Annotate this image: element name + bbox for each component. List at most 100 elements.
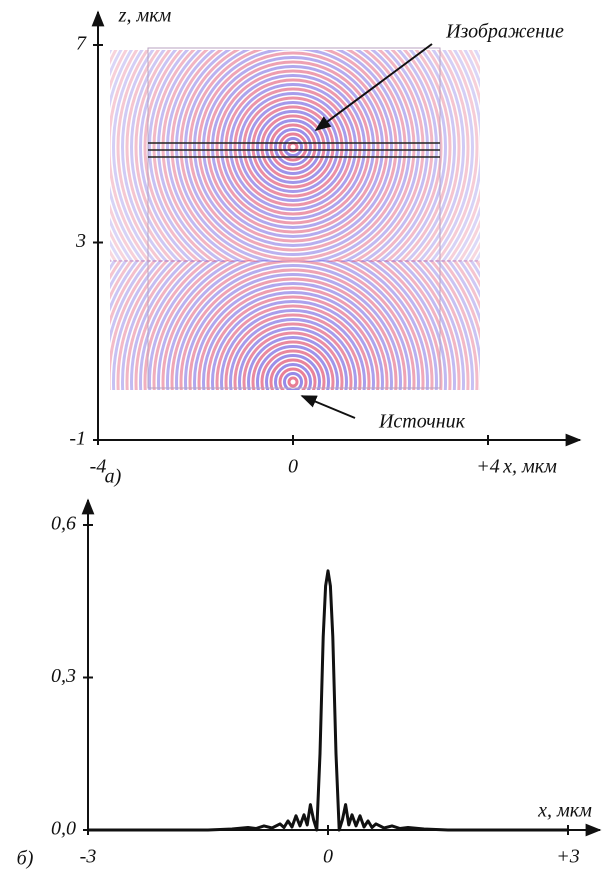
ring-group [6, 95, 581, 670]
ring [197, 286, 389, 390]
ring [256, 345, 330, 390]
ring [215, 304, 371, 390]
x-tick-label: 0 [323, 846, 333, 868]
ring [247, 336, 339, 390]
ring [211, 65, 375, 229]
ring [130, 50, 456, 262]
arrow [314, 43, 433, 131]
ring [148, 50, 438, 262]
ring [283, 137, 303, 157]
ring [179, 50, 407, 261]
ring [125, 260, 461, 390]
ring [287, 376, 299, 388]
x-tick-label: -4 [90, 456, 107, 478]
ring [278, 367, 308, 390]
ring [148, 260, 438, 390]
ring [170, 260, 416, 390]
ring [112, 260, 474, 390]
annotation: Источник [378, 411, 466, 433]
ring [179, 268, 407, 390]
ring [269, 123, 317, 171]
ring [206, 295, 380, 390]
arrow [300, 395, 356, 419]
ring [206, 60, 380, 234]
ring [143, 260, 443, 390]
x-axis-label: x, мкм [537, 800, 592, 822]
ring [197, 51, 389, 243]
ring [152, 260, 434, 390]
x-tick-label: 0 [288, 456, 298, 478]
panel-label: б) [17, 848, 34, 870]
ring [161, 260, 425, 390]
ring [202, 291, 384, 390]
annotation: Изображение [445, 21, 564, 43]
ring [260, 349, 326, 390]
ring [121, 260, 465, 390]
ring [193, 282, 393, 390]
ring-group [110, 50, 480, 262]
ring [161, 50, 425, 262]
ring [125, 50, 461, 262]
ring [233, 87, 353, 207]
ring [256, 110, 330, 184]
ring [143, 50, 443, 262]
ring [188, 277, 398, 390]
ring [110, 50, 479, 262]
x-tick-label: -3 [80, 846, 97, 868]
y-tick-label: 7 [76, 33, 87, 55]
ring [265, 119, 321, 175]
ring [24, 113, 563, 652]
ring [233, 322, 353, 390]
ring [193, 50, 393, 247]
ring [188, 50, 398, 252]
line [88, 569, 568, 832]
ring [251, 105, 335, 189]
x-tick-label: +4 [476, 456, 500, 478]
ring [215, 69, 371, 225]
ring [170, 50, 416, 262]
ring [116, 260, 470, 390]
ring [157, 50, 429, 262]
ring [184, 273, 402, 390]
ring [134, 260, 452, 390]
ring [175, 50, 411, 262]
ring [278, 132, 308, 162]
ring [242, 331, 344, 390]
ring [224, 313, 362, 390]
ring [211, 300, 375, 390]
y-tick-label: 0,3 [51, 665, 76, 687]
ring [110, 260, 479, 390]
ring [274, 128, 312, 166]
ring [238, 327, 348, 390]
ring [175, 264, 411, 390]
ring [139, 260, 447, 390]
y-axis-label: z, мкм [118, 5, 172, 27]
ring [112, 50, 474, 262]
ring [139, 50, 447, 262]
y-tick-label: 3 [75, 230, 86, 252]
ring [229, 318, 357, 390]
ring [220, 309, 366, 390]
ring [157, 260, 429, 390]
ring [238, 92, 348, 202]
x-tick-label: +3 [556, 846, 580, 868]
ring [121, 50, 465, 262]
lens [148, 142, 440, 158]
ring [265, 354, 321, 390]
y-tick-label: 0,0 [51, 818, 76, 840]
domain-box [147, 47, 441, 389]
panel-label: а) [105, 466, 122, 488]
wave-field [6, 50, 581, 670]
ring [134, 50, 452, 262]
ring [274, 363, 312, 390]
ring [202, 56, 384, 238]
ring [229, 83, 357, 211]
ring [116, 50, 470, 262]
ring [184, 50, 402, 256]
ring [220, 74, 366, 220]
ring [166, 260, 420, 390]
ring [6, 95, 581, 670]
y-tick-label: -1 [69, 428, 86, 450]
ring [283, 372, 303, 390]
